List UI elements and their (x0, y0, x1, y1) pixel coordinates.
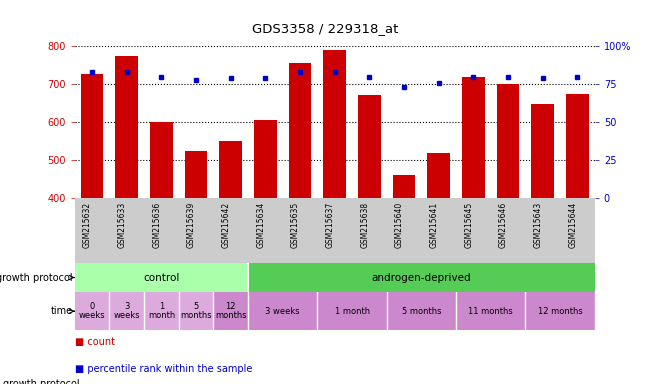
Bar (324, 50, 346, 199)
Bar (75, 263, 248, 292)
Bar (358, 95, 381, 199)
Text: ■ percentile rank within the sample: ■ percentile rank within the sample (75, 364, 252, 374)
Text: 5
months: 5 months (180, 302, 212, 320)
Text: growth protocol: growth protocol (0, 273, 73, 283)
Bar (566, 94, 589, 199)
Text: GSM215633: GSM215633 (118, 202, 127, 248)
Bar (116, 56, 138, 199)
Bar (150, 122, 173, 199)
Bar (81, 74, 103, 199)
Text: GSM215640: GSM215640 (395, 202, 404, 248)
Bar (525, 292, 595, 330)
Text: GSM215638: GSM215638 (360, 202, 369, 248)
Text: GSM215641: GSM215641 (430, 202, 439, 248)
Bar (497, 84, 519, 199)
Text: growth protocol: growth protocol (3, 379, 80, 384)
Text: GSM215635: GSM215635 (291, 202, 300, 248)
Text: 12
months: 12 months (215, 302, 246, 320)
Bar (144, 292, 179, 330)
Bar (532, 104, 554, 199)
Bar (254, 119, 277, 199)
Text: time: time (51, 306, 73, 316)
Bar (428, 153, 450, 199)
Text: 1 month: 1 month (335, 307, 370, 316)
Text: 11 months: 11 months (469, 307, 513, 316)
Bar (248, 263, 595, 292)
Text: GSM215639: GSM215639 (187, 202, 196, 248)
Bar (248, 292, 317, 330)
Text: GSM215637: GSM215637 (326, 202, 335, 248)
Text: 3
weeks: 3 weeks (114, 302, 140, 320)
Text: GSM215644: GSM215644 (568, 202, 577, 248)
Text: control: control (143, 273, 179, 283)
Bar (185, 151, 207, 199)
Bar (462, 76, 485, 199)
Bar (75, 292, 109, 330)
Text: GSM215636: GSM215636 (152, 202, 161, 248)
Text: 5 months: 5 months (402, 307, 441, 316)
Bar (317, 292, 387, 330)
Bar (179, 292, 213, 330)
Text: GSM215632: GSM215632 (83, 202, 92, 248)
Text: 12 months: 12 months (538, 307, 582, 316)
Bar (109, 292, 144, 330)
Text: 1
month: 1 month (148, 302, 175, 320)
Bar (387, 292, 456, 330)
Text: GSM215646: GSM215646 (499, 202, 508, 248)
Bar (393, 175, 415, 199)
Text: GDS3358 / 229318_at: GDS3358 / 229318_at (252, 22, 398, 35)
Text: androgen-deprived: androgen-deprived (372, 273, 471, 283)
Bar (289, 63, 311, 199)
Text: ■ count: ■ count (75, 337, 115, 347)
Bar (213, 292, 248, 330)
Text: 0
weeks: 0 weeks (79, 302, 105, 320)
Bar (220, 141, 242, 199)
Text: 3 weeks: 3 weeks (265, 307, 300, 316)
Text: GSM215642: GSM215642 (222, 202, 231, 248)
Text: GSM215634: GSM215634 (256, 202, 265, 248)
Text: GSM215645: GSM215645 (464, 202, 473, 248)
Bar (456, 292, 525, 330)
Text: GSM215643: GSM215643 (534, 202, 543, 248)
